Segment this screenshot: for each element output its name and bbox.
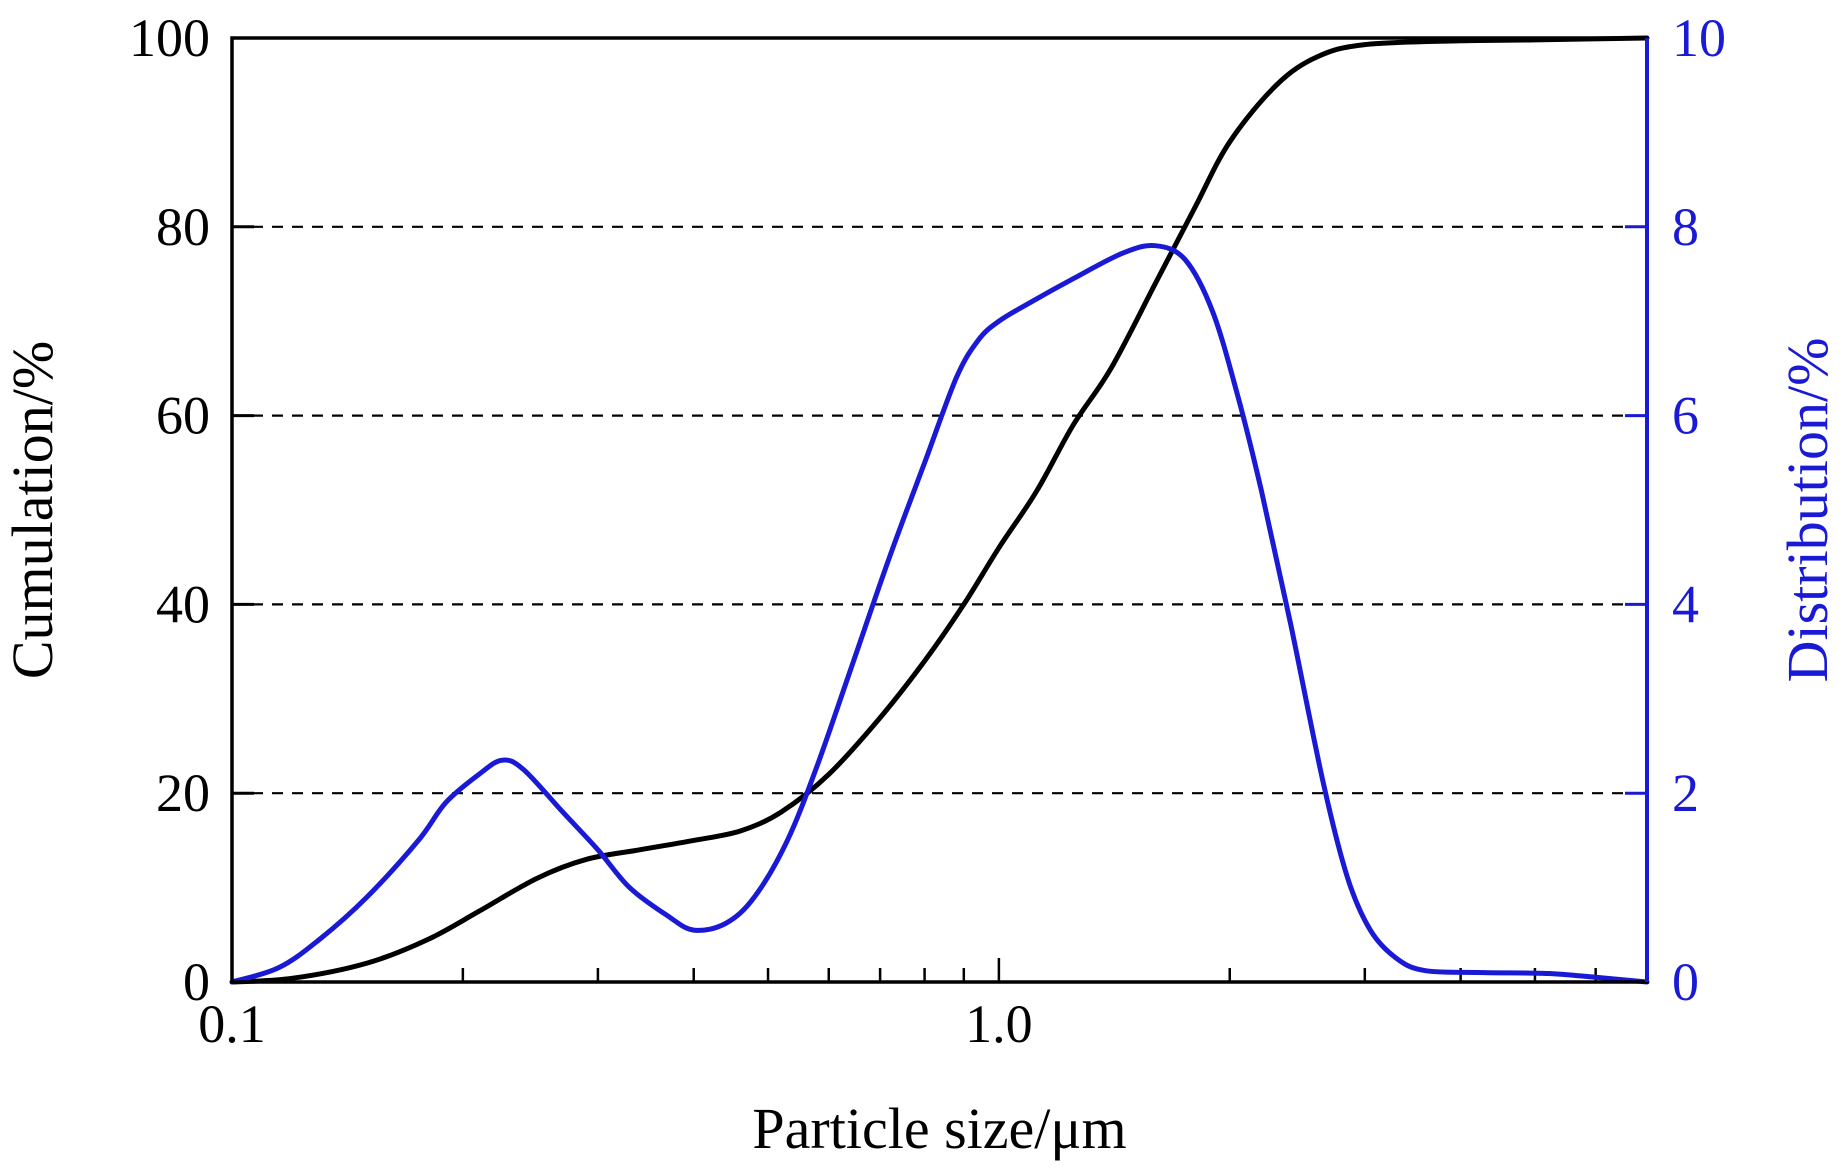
left-tick-label: 60 [156,386,210,446]
axis-ticks [230,36,1649,984]
left-tick-label: 100 [129,8,210,68]
right-tick-label: 10 [1672,8,1726,68]
x-tick-label: 1.0 [965,994,1033,1054]
x-tick-label: 0.1 [198,994,266,1054]
right-tick-label: 0 [1672,952,1699,1012]
right-axis-title: Distribution/% [1775,338,1840,683]
cumulation-line [229,35,1650,985]
left-tick-label: 20 [156,763,210,823]
left-tick-label: 80 [156,197,210,257]
grid-lines [232,225,1647,795]
right-tick-label: 8 [1672,197,1699,257]
left-tick-label: 0 [183,952,210,1012]
right-tick-label: 2 [1672,763,1699,823]
right-tick-label: 6 [1672,386,1699,446]
tick-labels: 0 20 40 60 80 100 0 2 4 6 8 10 0.1 1.0 [129,8,1726,1054]
distribution-line [229,242,1650,985]
plot-series [229,35,1650,985]
left-axis-title: Cumulation/% [0,341,65,679]
right-tick-label: 4 [1672,574,1699,634]
x-axis-title: Particle size/μm [752,1096,1126,1161]
left-tick-label: 40 [156,574,210,634]
plot-frame [230,36,1649,984]
